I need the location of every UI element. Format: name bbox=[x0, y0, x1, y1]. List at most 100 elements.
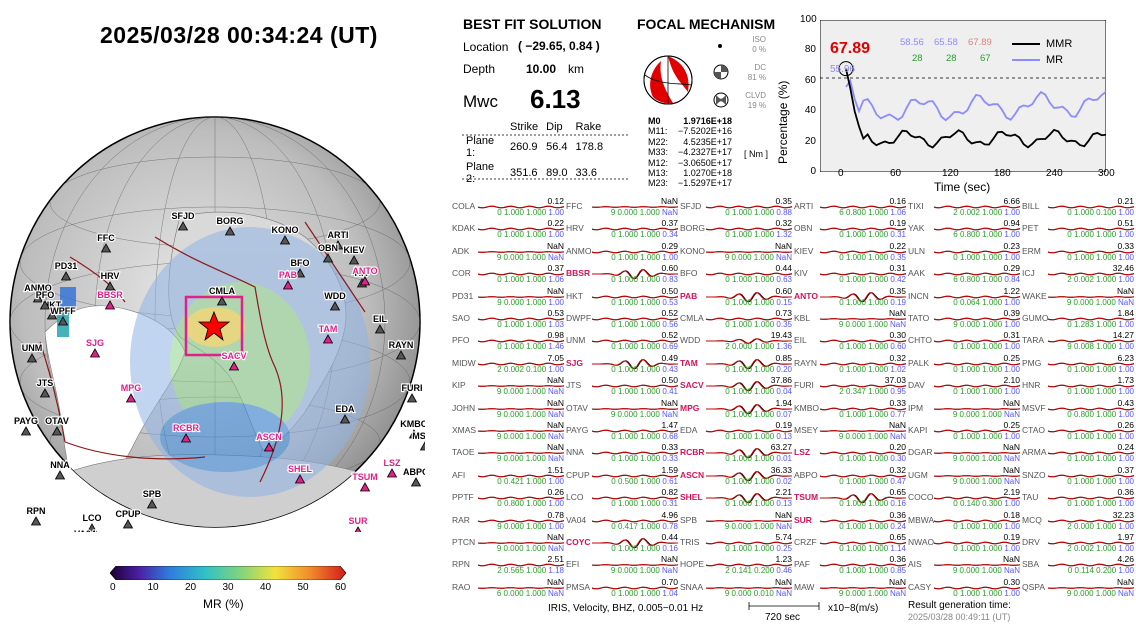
station-name: PTCN bbox=[452, 537, 476, 547]
waveform-cell: EIL 0.30 0 1.000 1.000 0.60 bbox=[794, 330, 906, 352]
depth-value: 10.00 bbox=[526, 62, 557, 76]
station-name: JTS bbox=[566, 380, 582, 391]
station-label: CMLA bbox=[209, 286, 235, 296]
station-params: 0 1.000 1.000 1.00 bbox=[497, 230, 564, 240]
waveform-cell: MIDW 7.05 2 0.002 0.100 1.00 bbox=[452, 353, 564, 375]
station-params: 0 0.140 0.300 1.00 bbox=[953, 499, 1020, 509]
waveform-trace bbox=[820, 228, 906, 231]
waveform-trace bbox=[478, 496, 564, 500]
waveform-trace bbox=[820, 272, 906, 276]
station-name: PMG bbox=[1022, 357, 1042, 368]
station-params: 0 1.000 1.000 1.00 bbox=[953, 544, 1020, 553]
station-mr-value: 0.85 bbox=[775, 352, 792, 363]
station-label: ASCN bbox=[256, 432, 282, 442]
station-triangle-icon bbox=[39, 388, 51, 398]
station-name: DWPF bbox=[566, 313, 592, 323]
synthetic-trace bbox=[1048, 295, 1134, 298]
synthetic-trace bbox=[706, 541, 792, 545]
station-name: TAU bbox=[1022, 492, 1039, 503]
station-label: PD31 bbox=[55, 261, 78, 271]
station-params: 0 1.000 1.000 0.69 bbox=[611, 342, 678, 352]
station-params: 0 1.000 1.000 0.01 bbox=[725, 454, 792, 464]
synthetic-trace bbox=[592, 358, 678, 370]
waveform-trace bbox=[1048, 384, 1134, 388]
station-name: RAYN bbox=[794, 357, 817, 368]
waveform-trace bbox=[934, 407, 1020, 410]
synthetic-trace bbox=[478, 586, 564, 589]
station-params: 0 1.000 1.000 1.00 bbox=[953, 342, 1020, 352]
station-name: KMBO bbox=[794, 402, 820, 413]
synthetic-trace bbox=[1048, 340, 1134, 343]
waveform-trace bbox=[934, 295, 1020, 298]
waveform-trace bbox=[478, 385, 564, 387]
mr-xtick: 300 bbox=[1098, 168, 1115, 179]
station-mr-value: 1.47 bbox=[661, 420, 678, 430]
waveform-trace bbox=[706, 291, 792, 302]
station-name: EIL bbox=[794, 335, 807, 346]
station-mr-value: NaN bbox=[546, 240, 564, 251]
station-mr-value: NaN bbox=[660, 196, 678, 206]
station-label: VA04 bbox=[74, 529, 96, 532]
station-params: 9 0.000 1.000 NaN bbox=[724, 521, 792, 531]
waveform-trace bbox=[478, 542, 564, 544]
station-triangle-icon bbox=[282, 280, 294, 290]
station-name: PFO bbox=[452, 335, 470, 346]
synthetic-trace bbox=[478, 564, 564, 567]
waveform-trace bbox=[592, 586, 678, 590]
waveform-cell: KIV 0.31 0 1.000 1.000 0.42 bbox=[794, 263, 906, 285]
waveform-cell: PMG 6.23 0 1.000 1.000 1.00 bbox=[1022, 353, 1134, 375]
waveform-trace bbox=[934, 250, 1020, 254]
station-mr-value: 14.27 bbox=[1112, 330, 1134, 341]
station-params: 0 1.000 1.000 1.00 bbox=[953, 588, 1020, 598]
mr-xtick: 0 bbox=[838, 168, 844, 179]
station-label: WDD bbox=[324, 291, 346, 301]
station-name: HRV bbox=[566, 223, 584, 234]
station-label: ARTI bbox=[328, 230, 349, 240]
waveform-trace bbox=[706, 403, 792, 414]
station-label: PAB bbox=[279, 270, 298, 280]
synthetic-trace bbox=[592, 317, 678, 321]
waveform-trace bbox=[706, 250, 792, 253]
waveform-trace bbox=[1048, 586, 1134, 589]
station-triangle-icon bbox=[408, 429, 420, 439]
station-params: 9 0.000 1.000 NaN bbox=[724, 252, 792, 262]
waveform-cell: KDAK 0.22 0 1.000 1.000 1.00 bbox=[452, 218, 564, 240]
waveform-trace bbox=[1048, 519, 1134, 522]
waveform-cell: KIP NaN 9 0.000 1.000 NaN bbox=[452, 375, 564, 397]
synthetic-trace bbox=[592, 564, 678, 567]
station-name: ADK bbox=[452, 245, 470, 256]
station-params: 0 1.000 1.000 0.19 bbox=[839, 297, 906, 307]
waveform-trace bbox=[820, 362, 906, 366]
station-params: 9 0.000 1.000 NaN bbox=[838, 320, 906, 329]
waveform-trace bbox=[934, 564, 1020, 567]
beachball-icon bbox=[643, 55, 693, 105]
waveform-trace bbox=[820, 291, 906, 302]
waveform-trace bbox=[1048, 452, 1134, 455]
synthetic-trace bbox=[478, 430, 564, 432]
waveform-trace bbox=[1048, 496, 1134, 500]
waveform-cell: SBA 4.26 0 0.114 0.200 1.00 bbox=[1022, 554, 1134, 576]
station-mr-value: 0.65 bbox=[889, 487, 906, 498]
station-name: YAK bbox=[908, 223, 925, 234]
waveform-trace bbox=[592, 340, 678, 343]
station-name: EFI bbox=[566, 559, 580, 570]
station-mr-value: 0.78 bbox=[547, 509, 564, 520]
station-mr-value: 6.66 bbox=[1003, 196, 1020, 206]
waveform-cell: PET 0.51 0 1.000 1.000 1.00 bbox=[1022, 218, 1134, 240]
station-name: PAB bbox=[680, 290, 698, 301]
station-triangle-icon bbox=[125, 393, 137, 403]
waveform-trace bbox=[820, 340, 906, 343]
station-params: 0 1.000 1.000 0.77 bbox=[839, 409, 906, 419]
synthetic-trace bbox=[1048, 564, 1134, 567]
waveform-cell: UGM NaN 9 0.000 1.000 NaN bbox=[908, 465, 1020, 487]
station-name: HOPE bbox=[680, 559, 705, 570]
synthetic-trace bbox=[478, 340, 564, 343]
waveform-cell: QSPA NaN 9 0.000 1.000 NaN bbox=[1022, 577, 1134, 599]
mr-plot-ylabel: Percentage (%) bbox=[776, 80, 790, 164]
station-params: 2 0.002 1.000 1.00 bbox=[1067, 544, 1134, 553]
station-mr-value: 0.82 bbox=[661, 487, 678, 498]
station-name: TAOE bbox=[452, 447, 475, 458]
station-mr-value: 0.24 bbox=[1117, 442, 1134, 453]
waveform-trace bbox=[478, 474, 564, 478]
station-params: 6 0.800 1.000 0.84 bbox=[953, 275, 1020, 285]
